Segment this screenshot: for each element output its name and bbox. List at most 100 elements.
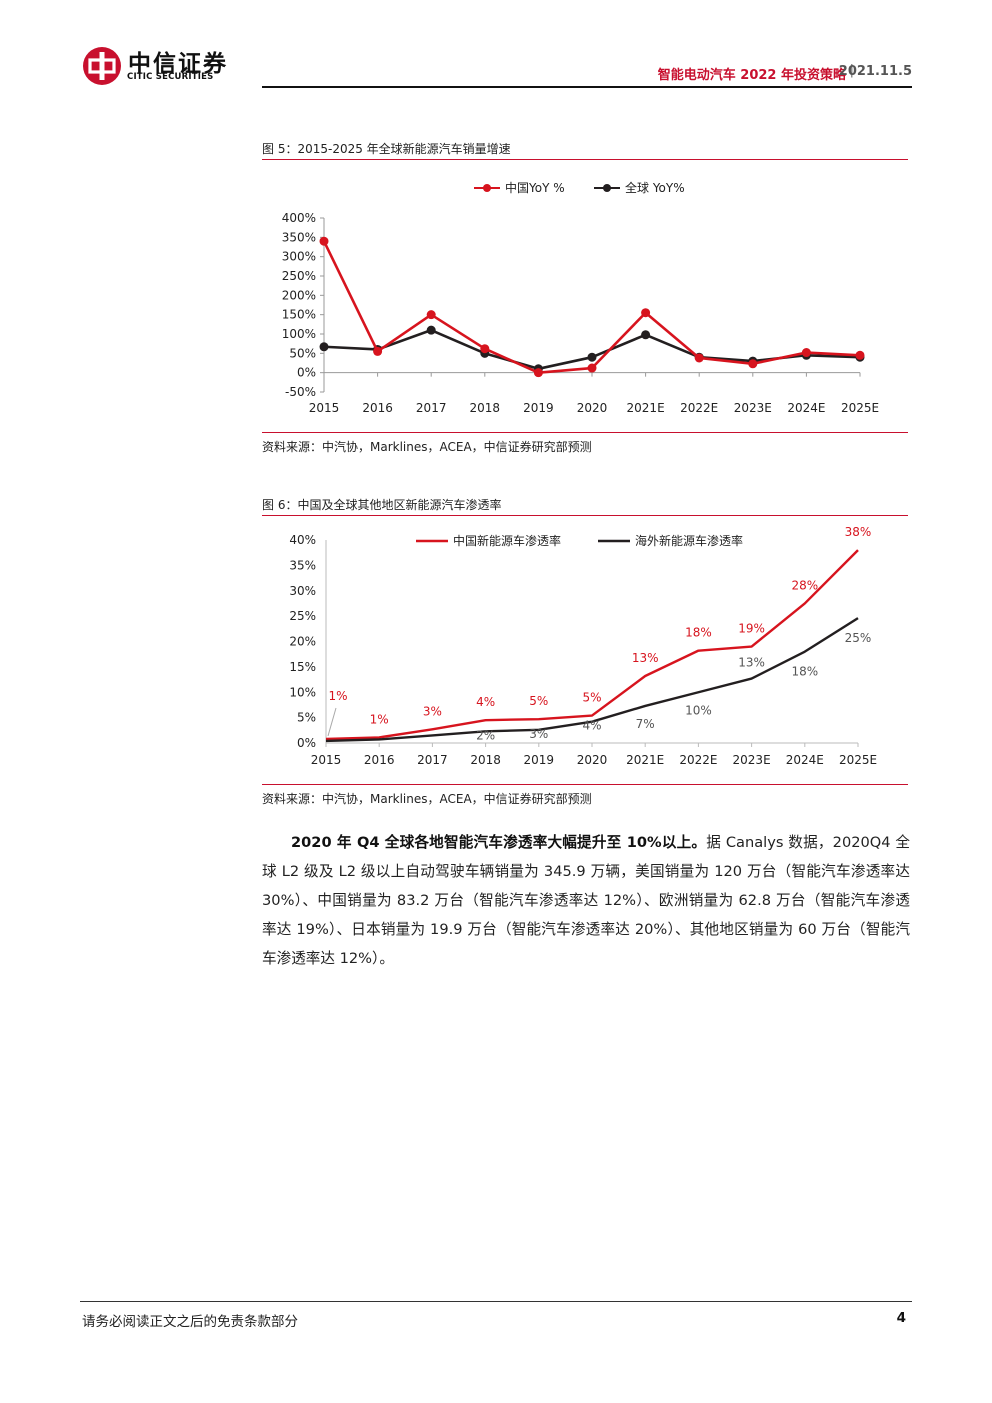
figure5-title: 图 5：2015-2025 年全球新能源汽车销量增速 (262, 142, 511, 156)
y-tick-label: 300% (282, 250, 316, 264)
y-tick-label: 400% (282, 211, 316, 225)
body-lead-sentence: 2020 年 Q4 全球各地智能汽车渗透率大幅提升至 10%以上。 (291, 834, 707, 851)
y-tick-label: 10% (289, 685, 316, 699)
figure5-source: 资料来源：中汽协，Marklines，ACEA，中信证券研究部预测 (262, 440, 592, 454)
data-label-china: 1% (328, 689, 347, 703)
data-point (480, 344, 490, 354)
x-tick-label: 2018 (470, 753, 501, 767)
page-number: 4 (896, 1310, 906, 1326)
y-tick-label: 350% (282, 230, 316, 244)
y-tick-label: 25% (289, 609, 316, 623)
footer-disclaimer: 请务必阅读正文之后的免责条款部分 (82, 1314, 298, 1330)
figure5-top-rule (262, 159, 908, 160)
y-tick-label: 20% (289, 635, 316, 649)
x-tick-label: 2017 (417, 753, 448, 767)
data-point (373, 346, 383, 356)
data-label-overseas: 10% (685, 703, 712, 717)
figure5-bottom-rule (262, 432, 908, 433)
figure6-title: 图 6：中国及全球其他地区新能源汽车渗透率 (262, 498, 502, 512)
data-label-overseas: 13% (738, 656, 765, 670)
x-tick-label: 2017 (416, 401, 447, 415)
y-tick-label: 30% (289, 584, 316, 598)
x-tick-label: 2018 (470, 401, 501, 415)
data-point (426, 325, 436, 335)
x-tick-label: 2015 (311, 753, 342, 767)
y-tick-label: 35% (289, 558, 316, 572)
data-label-china: 28% (791, 578, 818, 592)
legend-swatch-marker (483, 184, 491, 192)
data-point (587, 352, 597, 362)
body-paragraph: 2020 年 Q4 全球各地智能汽车渗透率大幅提升至 10%以上。据 Canal… (262, 828, 910, 973)
data-label-overseas: 7% (636, 717, 655, 731)
figure5-line-chart: 400% 350% 300% 250% 200% 150% 100% 50% 0% -50% 201… (282, 180, 879, 415)
series-line-1 (325, 617, 859, 743)
x-tick-label: 2024E (787, 401, 825, 415)
header-divider (262, 86, 912, 88)
x-tick-label: 2022E (680, 401, 718, 415)
y-tick-label: 40% (289, 533, 316, 547)
x-tick-label: 2024E (786, 753, 824, 767)
data-point (641, 308, 651, 318)
data-label-china: 38% (845, 525, 872, 539)
x-tick-label: 2023E (733, 753, 771, 767)
y-tick-label: 50% (289, 346, 316, 360)
y-tick-label: 5% (297, 711, 316, 725)
x-tick-label: 2020 (577, 401, 608, 415)
x-tick-label: 2015 (309, 401, 340, 415)
series-line-0 (325, 549, 859, 741)
report-date: 2021.11.5 (838, 64, 912, 79)
data-label-china: 1% (370, 712, 389, 726)
x-tick-label: 2025E (839, 753, 877, 767)
data-label-overseas: 3% (529, 727, 548, 741)
y-tick-label: 15% (289, 660, 316, 674)
x-tick-label: 2019 (524, 753, 555, 767)
data-label-china: 19% (738, 622, 765, 636)
x-tick-label: 2022E (679, 753, 717, 767)
legend-label: 海外新能源车渗透率 (635, 533, 743, 548)
data-point (694, 353, 704, 363)
data-label-china: 5% (529, 694, 548, 708)
data-label-overseas: 2% (476, 728, 495, 742)
data-label-overseas: 4% (582, 719, 601, 733)
x-tick-label: 2020 (577, 753, 608, 767)
y-tick-label: 250% (282, 269, 316, 283)
data-label-china: 4% (476, 695, 495, 709)
x-tick-label: 2021E (627, 401, 665, 415)
data-point (319, 342, 329, 352)
citic-logo-icon (83, 47, 121, 85)
legend-label: 全球 YoY% (625, 180, 685, 195)
header-separator: | (849, 63, 854, 78)
x-tick-label: 2025E (841, 401, 879, 415)
logo-english-name: CITIC SECURITIES (127, 72, 214, 82)
figure6-top-rule (262, 515, 908, 516)
data-point (426, 310, 436, 320)
series-line-1 (323, 328, 861, 371)
label-leader-line (327, 707, 337, 737)
data-point (801, 348, 811, 358)
y-tick-label: -50% (285, 385, 316, 399)
y-tick-label: 200% (282, 288, 316, 302)
x-tick-label: 2019 (523, 401, 554, 415)
footer-divider (80, 1301, 912, 1302)
x-tick-label: 2016 (364, 753, 395, 767)
legend-swatch-marker (603, 184, 611, 192)
data-point (533, 368, 543, 378)
y-tick-label: 150% (282, 308, 316, 322)
data-label-overseas: 18% (791, 665, 818, 679)
y-tick-label: 0% (297, 366, 316, 380)
data-point (748, 359, 758, 369)
data-label-china: 3% (423, 704, 442, 718)
figure6-bottom-rule (262, 784, 908, 785)
data-point (587, 363, 597, 373)
figure6-line-chart: 40% 35% 30% 25% 20% 15% 10% 5% 0% 2015 2016 2017 201… (289, 525, 877, 767)
x-tick-label: 2016 (362, 401, 393, 415)
data-label-overseas: 25% (845, 631, 872, 645)
data-label-china: 18% (685, 626, 712, 640)
y-tick-label: 0% (297, 736, 316, 750)
legend-label: 中国新能源车渗透率 (453, 533, 561, 548)
data-label-china: 13% (632, 651, 659, 665)
report-title: 智能电动汽车 2022 年投资策略 (657, 68, 846, 83)
data-point (319, 236, 329, 246)
y-tick-label: 100% (282, 327, 316, 341)
body-text: 据 Canalys 数据，2020Q4 全球 L2 级及 L2 级以上自动驾驶车… (262, 834, 911, 967)
